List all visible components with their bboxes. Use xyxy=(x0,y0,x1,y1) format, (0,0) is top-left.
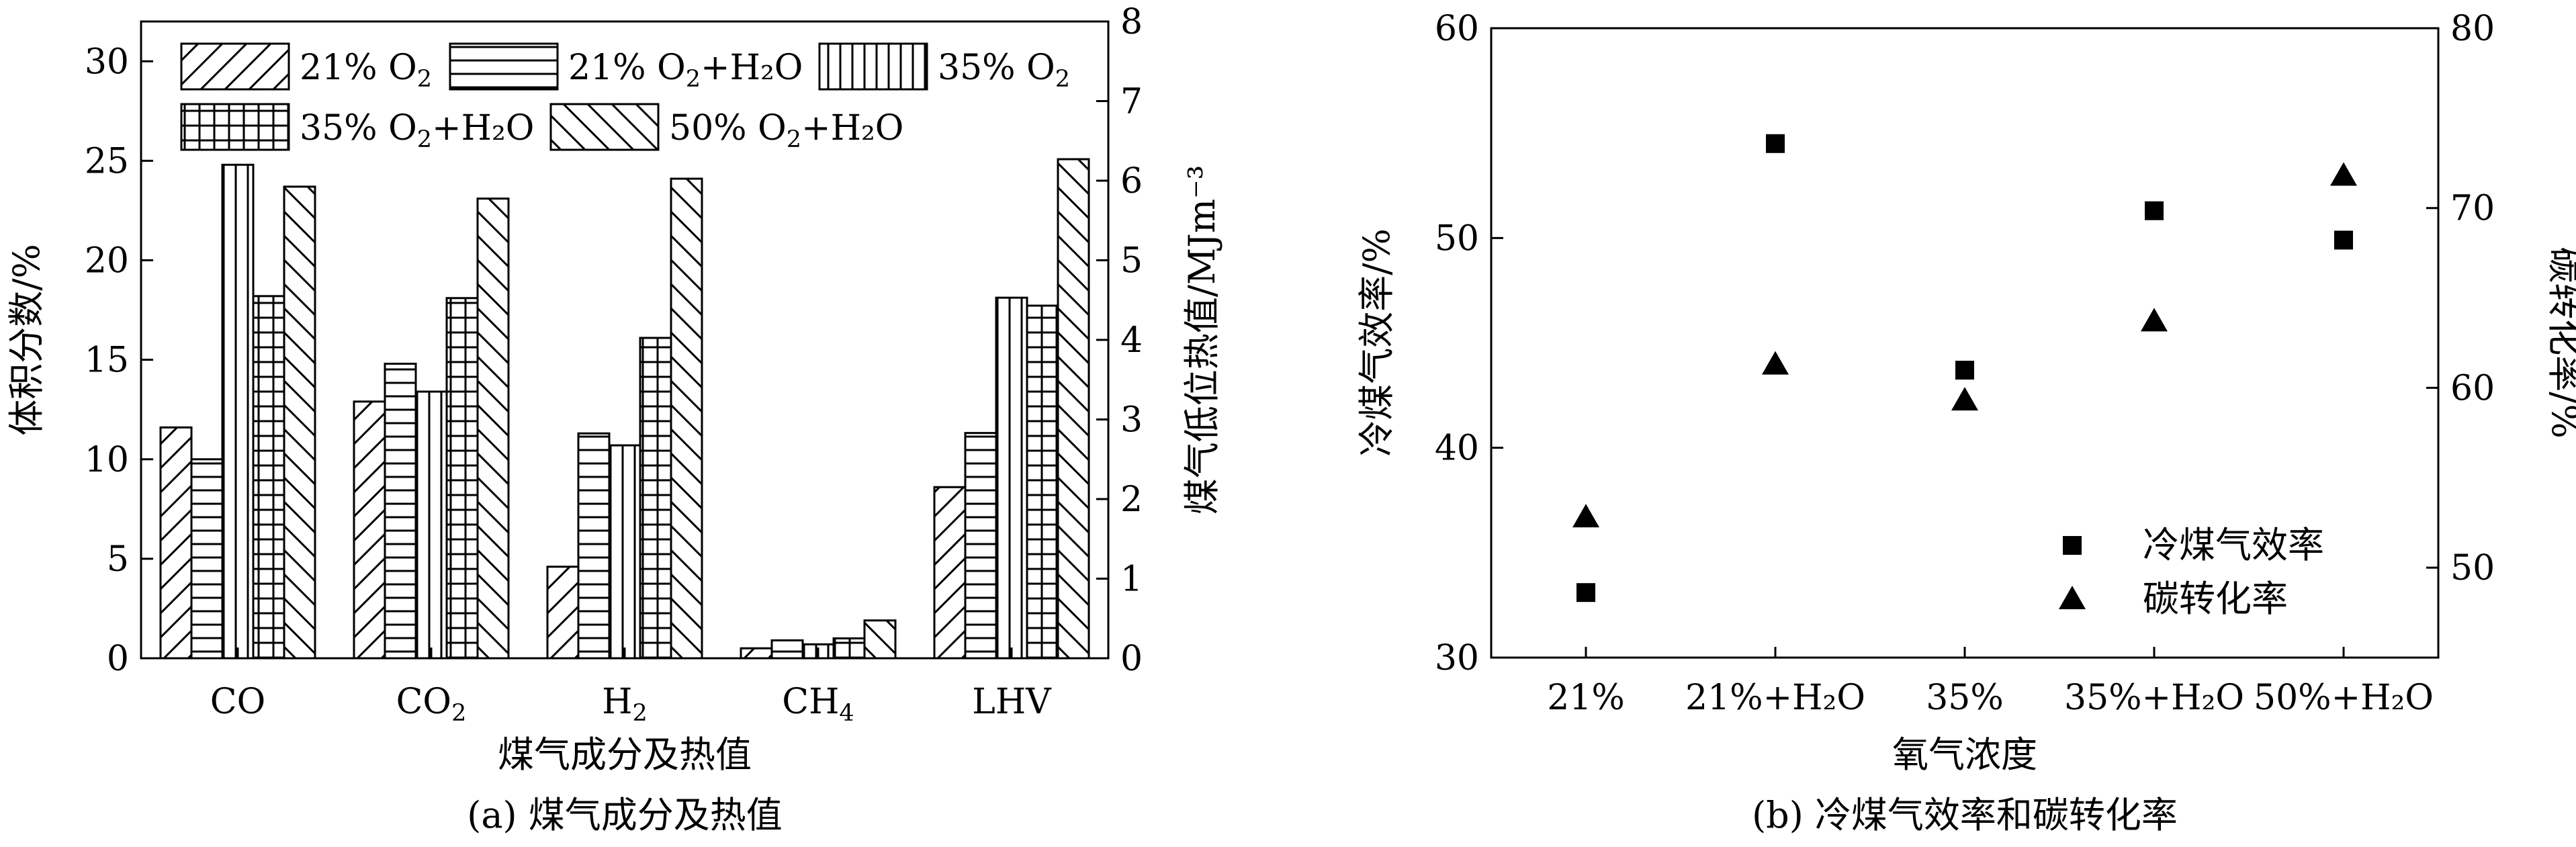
a-bar xyxy=(190,458,224,660)
b-category-label: 35% xyxy=(1926,678,2004,718)
a-y-tick-label: 10 xyxy=(85,440,129,480)
a-y2-tick-label: 2 xyxy=(1120,480,1143,520)
a-bar xyxy=(770,639,804,660)
a-y2-tick-label: 6 xyxy=(1120,161,1143,202)
a-category-label: CO2 xyxy=(396,682,467,727)
a-legend-label: 35% O2 xyxy=(938,48,1070,93)
b-y2-tick-label: 70 xyxy=(2450,189,2495,229)
b-legend-marker xyxy=(2063,536,2082,555)
a-bar xyxy=(283,185,316,660)
a-y2-tick-label: 8 xyxy=(1120,2,1143,42)
a-y2-tick-label: 0 xyxy=(1120,639,1143,679)
b-y-tick-label: 40 xyxy=(1435,429,1479,469)
a-y-tick-label: 0 xyxy=(107,639,129,679)
a-bar xyxy=(221,163,255,660)
b-point-square xyxy=(2334,230,2353,250)
b-category-label: 21% xyxy=(1547,678,1625,718)
a-legend-label: 50% O2+H₂O xyxy=(669,108,903,153)
a-bar xyxy=(252,295,285,660)
a-y2-tick-label: 4 xyxy=(1120,320,1143,361)
panel-b-scatter-chart: 30 40 50 60 50 60 70 80 21% 21%+H₂O 35% 35%+H₂O 50%+… xyxy=(1356,9,2576,836)
a-bar xyxy=(639,337,672,660)
a-bar xyxy=(476,197,510,660)
b-y-tick-label: 60 xyxy=(1435,9,1479,49)
a-bar xyxy=(608,444,641,660)
a-bar xyxy=(159,426,193,660)
a-y2-tick-label: 1 xyxy=(1120,560,1143,600)
a-y-tick-label: 5 xyxy=(107,539,129,580)
b-y2-tick-label: 50 xyxy=(2450,548,2495,588)
a-legend-swatch xyxy=(180,42,290,91)
b-y2-tick-label: 80 xyxy=(2450,9,2495,49)
b-point-triangle xyxy=(2141,308,2168,332)
a-bar xyxy=(1026,304,1059,660)
b-point-triangle xyxy=(1572,504,1599,528)
a-y2-tick-label: 5 xyxy=(1120,241,1143,281)
b-y-tick-label: 50 xyxy=(1435,218,1479,259)
a-legend-label: 21% O2+H₂O xyxy=(568,48,803,93)
a-category-label: CH4 xyxy=(782,682,854,727)
panel-a-caption: (a) 煤气成分及热值 xyxy=(467,794,783,836)
a-y2-tick-label: 3 xyxy=(1120,400,1143,441)
a-bar xyxy=(964,432,997,660)
a-legend-swatch xyxy=(818,42,928,91)
b-point-square xyxy=(1766,134,1785,153)
a-legend-label: 21% O2 xyxy=(300,48,432,93)
a-y-tick-label: 30 xyxy=(85,42,129,82)
a-bar xyxy=(353,400,386,660)
a-legend-label: 35% O2+H₂O xyxy=(300,108,534,153)
b-point-triangle xyxy=(1762,351,1789,375)
a-bar xyxy=(740,647,773,660)
panel-b-y2-axis-label: 碳转化率/% xyxy=(2544,247,2576,439)
a-legend-swatch xyxy=(549,103,660,151)
a-bar xyxy=(933,486,967,660)
b-point-square xyxy=(2145,201,2164,220)
a-bar xyxy=(546,566,580,660)
panel-a-y2-axis-label: 煤气低位热值/MJm⁻³ xyxy=(1181,165,1223,515)
a-category-label: LHV xyxy=(972,682,1052,722)
a-category-label: CO xyxy=(210,682,265,722)
b-y2-tick-label: 60 xyxy=(2450,368,2495,408)
a-bar xyxy=(414,390,448,660)
panel-b-y-axis-label: 冷煤气效率/% xyxy=(1356,228,1398,457)
a-legend-swatch xyxy=(180,103,290,151)
a-bar xyxy=(445,297,479,660)
b-point-square xyxy=(1955,361,1974,380)
a-bar xyxy=(577,432,611,660)
panel-a-y-axis-label: 体积分数/% xyxy=(5,244,48,436)
a-bar xyxy=(670,177,703,660)
a-category-label: H2 xyxy=(602,682,648,727)
a-y2-tick-label: 7 xyxy=(1120,82,1143,122)
b-point-square xyxy=(1576,583,1595,603)
panel-b-x-axis-label: 氧气浓度 xyxy=(1892,733,2037,776)
a-y-tick-label: 25 xyxy=(85,141,129,181)
b-legend-label: 碳转化率 xyxy=(2143,578,2288,620)
b-y-tick-label: 30 xyxy=(1435,638,1479,678)
a-y-tick-label: 15 xyxy=(85,341,129,381)
b-point-triangle xyxy=(1951,387,1978,411)
a-bar xyxy=(863,619,897,660)
a-bar xyxy=(995,296,1028,660)
b-category-label: 35%+H₂O xyxy=(2064,678,2244,718)
b-category-label: 21%+H₂O xyxy=(1685,678,1865,718)
a-legend-swatch xyxy=(449,42,559,91)
b-legend-marker xyxy=(2059,586,2086,609)
a-bar xyxy=(832,637,866,660)
b-category-label: 50%+H₂O xyxy=(2254,678,2434,718)
b-legend-label: 冷煤气效率 xyxy=(2143,524,2324,566)
panel-a-x-axis-label: 煤气成分及热值 xyxy=(498,733,752,776)
a-bar xyxy=(384,363,417,660)
panel-b-caption: (b) 冷煤气效率和碳转化率 xyxy=(1752,794,2178,836)
a-y-tick-label: 20 xyxy=(85,241,129,281)
a-bar xyxy=(1057,158,1090,660)
panel-a-bar-chart: 0 5 10 15 20 25 30 0 1 2 3 4 5 6 7 8 21% O2 21% O2+H₂O 35… xyxy=(5,2,1223,836)
b-point-triangle xyxy=(2330,162,2357,186)
